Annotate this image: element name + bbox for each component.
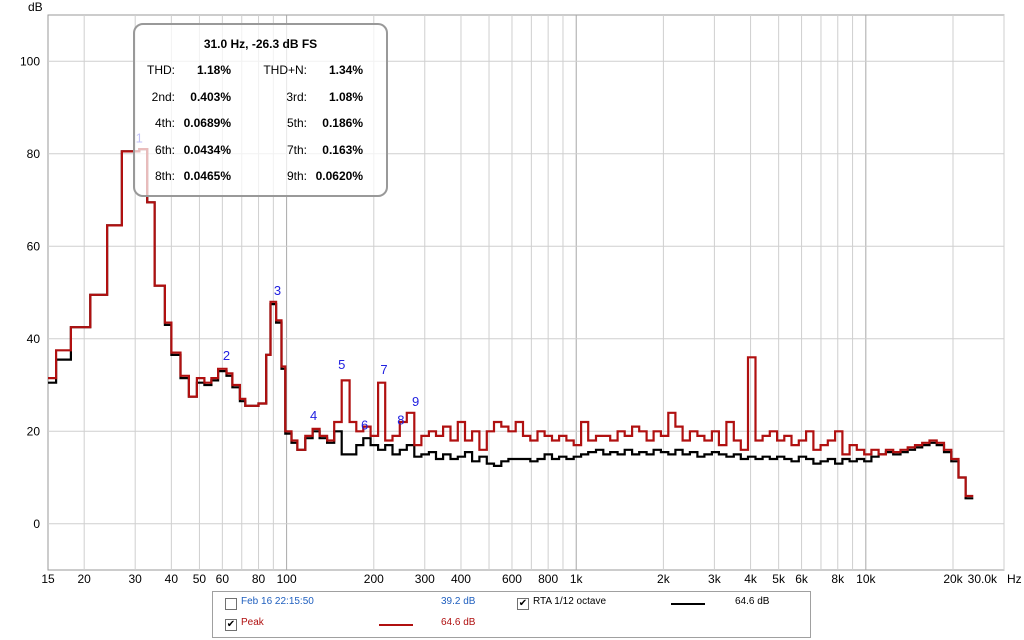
info-label: 3rd: bbox=[286, 89, 307, 104]
distortion-info-box: 31.0 Hz, -26.3 dB FS THD: 1.18% THD+N: 1.34… bbox=[133, 23, 388, 197]
info-label: 6th: bbox=[154, 142, 175, 157]
rta-checkbox[interactable]: ✔ bbox=[517, 598, 529, 610]
feb16-label[interactable]: Feb 16 22:15:50 bbox=[241, 596, 314, 607]
feb16-value: 39.2 dB bbox=[441, 596, 476, 607]
x-tick-label: 10k bbox=[856, 572, 876, 586]
x-tick-label: 300 bbox=[415, 572, 435, 586]
x-axis-ticks: 15 20 30 40 50 60 80 100 200 300 400 600 800 1k 2k 3k 4k… bbox=[41, 572, 998, 586]
rta-swatch bbox=[671, 603, 705, 605]
feb16-checkbox[interactable] bbox=[225, 598, 237, 610]
y-tick-label: 60 bbox=[27, 239, 41, 253]
harmonic-marker-6: 6 bbox=[361, 417, 368, 432]
legend: Feb 16 22:15:50 39.2 dB ✔ RTA 1/12 octav… bbox=[212, 591, 811, 638]
rta-value: 64.6 dB bbox=[735, 596, 770, 607]
info-value: 1.18% bbox=[196, 63, 231, 77]
y-tick-label: 0 bbox=[33, 517, 40, 531]
x-tick-label: 200 bbox=[364, 572, 384, 586]
info-value: 0.0434% bbox=[183, 142, 231, 157]
x-tick-label: 5k bbox=[772, 572, 786, 586]
harmonic-marker-5: 5 bbox=[338, 357, 345, 372]
rta-label[interactable]: RTA 1/12 octave bbox=[533, 596, 607, 607]
info-box-title: 31.0 Hz, -26.3 dB FS bbox=[203, 37, 318, 51]
x-tick-label: 600 bbox=[502, 572, 522, 586]
harmonic-marker-4: 4 bbox=[310, 408, 317, 423]
x-tick-label: 30 bbox=[129, 572, 143, 586]
x-tick-label: 15 bbox=[41, 572, 55, 586]
info-label: 2nd: bbox=[151, 89, 175, 104]
y-axis-ticks: 0 20 40 60 80 100 bbox=[20, 54, 40, 531]
x-tick-label: 20 bbox=[78, 572, 92, 586]
info-value: 0.163% bbox=[322, 142, 363, 157]
info-value: 1.34% bbox=[328, 63, 363, 77]
info-value: 0.403% bbox=[190, 89, 231, 104]
y-axis-unit: dB bbox=[28, 0, 43, 14]
info-value: 1.08% bbox=[328, 89, 363, 104]
peak-swatch bbox=[379, 624, 413, 626]
legend-row-2: ✔ Peak 64.6 dB bbox=[213, 616, 810, 636]
x-tick-label: 30.0k bbox=[968, 572, 998, 586]
x-tick-label: 3k bbox=[708, 572, 722, 586]
y-tick-label: 100 bbox=[20, 54, 40, 68]
x-tick-label: 20k bbox=[943, 572, 963, 586]
info-value: 0.0689% bbox=[183, 116, 231, 130]
x-tick-label: 80 bbox=[252, 572, 266, 586]
x-tick-label: 4k bbox=[744, 572, 758, 586]
info-label: 4th: bbox=[154, 116, 175, 130]
x-tick-label: 800 bbox=[538, 572, 558, 586]
x-tick-label: 2k bbox=[657, 572, 671, 586]
x-tick-label: 1k bbox=[570, 572, 584, 586]
x-tick-label: 50 bbox=[193, 572, 207, 586]
info-label: THD+N: bbox=[263, 63, 307, 77]
harmonic-marker-9: 9 bbox=[412, 394, 419, 409]
info-label: 7th: bbox=[286, 142, 307, 157]
peak-value: 64.6 dB bbox=[441, 617, 476, 628]
x-tick-label: 60 bbox=[216, 572, 230, 586]
info-value: 0.0620% bbox=[315, 169, 363, 183]
info-label: THD: bbox=[147, 63, 175, 77]
peak-checkbox[interactable]: ✔ bbox=[225, 619, 237, 631]
series-layer bbox=[48, 148, 974, 500]
info-label: 5th: bbox=[286, 116, 307, 130]
info-value: 0.0465% bbox=[183, 169, 231, 183]
y-tick-label: 40 bbox=[27, 332, 41, 346]
info-label: 8th: bbox=[154, 169, 175, 183]
peak-label[interactable]: Peak bbox=[241, 617, 264, 628]
series-peak bbox=[48, 148, 974, 498]
x-tick-label: 8k bbox=[831, 572, 845, 586]
x-tick-label: 100 bbox=[277, 572, 297, 586]
info-label: 9th: bbox=[286, 169, 307, 183]
legend-row-1: Feb 16 22:15:50 39.2 dB ✔ RTA 1/12 octav… bbox=[213, 595, 810, 615]
x-tick-label: 6k bbox=[795, 572, 809, 586]
harmonic-marker-3: 3 bbox=[274, 283, 281, 298]
x-tick-label: 400 bbox=[451, 572, 471, 586]
y-tick-label: 80 bbox=[27, 147, 41, 161]
harmonic-marker-8: 8 bbox=[397, 413, 404, 428]
info-value: 0.186% bbox=[322, 116, 363, 130]
harmonic-marker-2: 2 bbox=[223, 348, 230, 363]
x-axis-unit: Hz bbox=[1007, 572, 1022, 586]
x-tick-label: 40 bbox=[165, 572, 179, 586]
harmonic-marker-7: 7 bbox=[380, 362, 387, 377]
y-tick-label: 20 bbox=[27, 424, 41, 438]
